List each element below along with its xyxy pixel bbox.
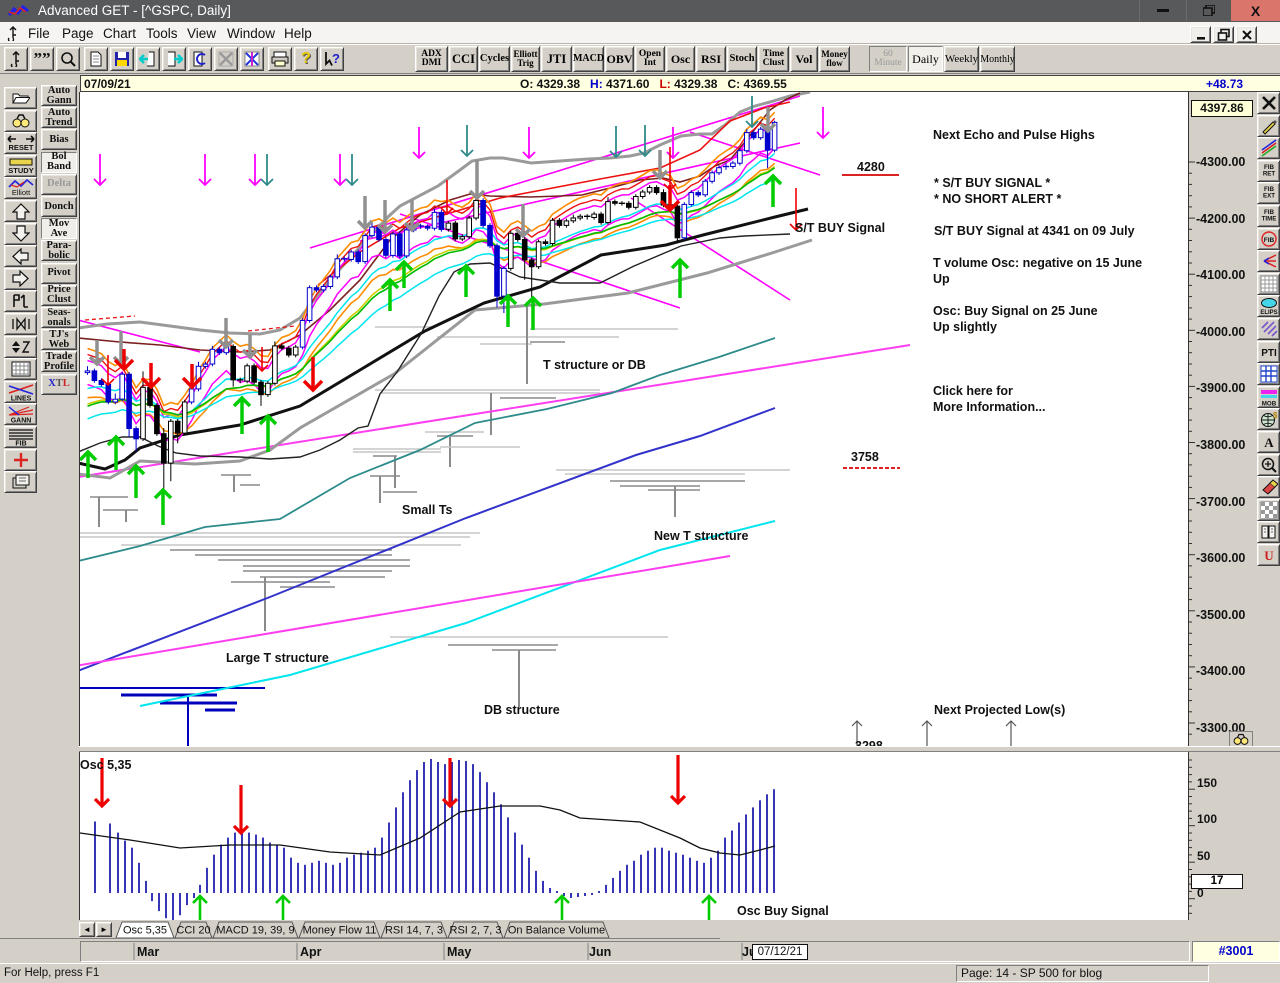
svg-text:FIB: FIB (1264, 164, 1274, 171)
svg-text:-3900.00: -3900.00 (1196, 381, 1245, 395)
svg-text:Elliott: Elliott (11, 188, 30, 197)
svg-text:-3700.00: -3700.00 (1196, 495, 1245, 509)
svg-text:Small Ts: Small Ts (402, 503, 453, 517)
svg-text:3298: 3298 (855, 739, 883, 746)
svg-text:May: May (447, 945, 471, 959)
svg-text:3758: 3758 (851, 450, 879, 464)
svg-text:FIB: FIB (1264, 186, 1274, 193)
svg-text:STUDY: STUDY (8, 166, 33, 175)
svg-text:S/T BUY Signal: S/T BUY Signal (795, 221, 885, 235)
svg-text:Osc 5,35: Osc 5,35 (123, 925, 167, 937)
svg-text:PTI: PTI (1261, 348, 1277, 359)
svg-text:* S/T BUY SIGNAL *: * S/T BUY SIGNAL * (934, 176, 1050, 190)
svg-text:T structure or DB: T structure or DB (543, 358, 646, 372)
svg-text:150: 150 (1197, 776, 1217, 790)
svg-text:U: U (1264, 548, 1274, 563)
svg-text:Apr: Apr (300, 945, 322, 959)
svg-text:FIB: FIB (15, 441, 26, 447)
svg-text:Osc: Buy Signal on 25 June: Osc: Buy Signal on 25 June (933, 304, 1098, 318)
svg-text:RET: RET (1262, 170, 1275, 177)
svg-text:FIB: FIB (1263, 237, 1274, 244)
svg-text:Up slightly: Up slightly (933, 320, 997, 334)
svg-text:On Balance Volume: On Balance Volume (508, 925, 605, 937)
svg-text:EXT: EXT (1262, 193, 1274, 200)
svg-text:ELIPS: ELIPS (1260, 310, 1277, 315)
svg-text:TIME: TIME (1261, 215, 1276, 222)
svg-text:-3800.00: -3800.00 (1196, 438, 1245, 452)
svg-text:CCI 20: CCI 20 (176, 925, 210, 937)
svg-text:MACD 19, 39, 9: MACD 19, 39, 9 (216, 925, 294, 937)
svg-text:Next Projected Low(s): Next Projected Low(s) (934, 703, 1065, 717)
svg-text:FIB: FIB (1264, 209, 1274, 216)
svg-text:Osc Buy Signal: Osc Buy Signal (737, 904, 829, 918)
svg-text:4280: 4280 (857, 160, 885, 174)
svg-text:50: 50 (1197, 849, 1211, 863)
svg-text:-4200.00: -4200.00 (1196, 212, 1245, 226)
svg-text:-3500.00: -3500.00 (1196, 608, 1245, 622)
svg-text:$: $ (1273, 411, 1278, 420)
svg-text:100: 100 (1197, 812, 1217, 826)
svg-text:-4300.00: -4300.00 (1196, 155, 1245, 169)
svg-text:S/T BUY Signal at 4341 on 09 J: S/T BUY Signal at 4341 on 09 July (934, 224, 1135, 238)
svg-text:LINES: LINES (10, 395, 31, 401)
svg-text:Osc 5,35: Osc 5,35 (80, 758, 131, 772)
svg-text:-4000.00: -4000.00 (1196, 325, 1245, 339)
svg-text:Large T structure: Large T structure (226, 651, 329, 665)
svg-text:Jun: Jun (589, 945, 611, 959)
svg-text:RESET: RESET (8, 143, 33, 152)
svg-text:* NO SHORT ALERT *: * NO SHORT ALERT * (934, 192, 1061, 206)
svg-text:Click here for: Click here for (933, 384, 1013, 398)
svg-text:Next Echo and Pulse Highs: Next Echo and Pulse Highs (933, 128, 1095, 142)
svg-text:A: A (1264, 435, 1274, 450)
svg-text:DB structure: DB structure (484, 703, 560, 717)
svg-text:RSI 14, 7, 3: RSI 14, 7, 3 (385, 925, 443, 937)
svg-text:RSI 2, 7, 3: RSI 2, 7, 3 (450, 925, 502, 937)
svg-text:More Information...: More Information... (933, 400, 1046, 414)
svg-text:-4100.00: -4100.00 (1196, 268, 1245, 282)
svg-text:Up: Up (933, 272, 950, 286)
svg-text:T volume Osc: negative on 15 J: T volume Osc: negative on 15 June (933, 256, 1142, 270)
svg-text:Money Flow 11: Money Flow 11 (303, 925, 377, 937)
svg-text:0: 0 (1197, 886, 1204, 900)
svg-text:-3600.00: -3600.00 (1196, 551, 1245, 565)
svg-text:GANN: GANN (10, 418, 31, 424)
svg-text:MOB: MOB (1261, 400, 1276, 406)
svg-text:Mar: Mar (137, 945, 159, 959)
svg-text:-3400.00: -3400.00 (1196, 664, 1245, 678)
svg-text:?: ? (332, 51, 340, 66)
svg-text:New T structure: New T structure (654, 529, 749, 543)
